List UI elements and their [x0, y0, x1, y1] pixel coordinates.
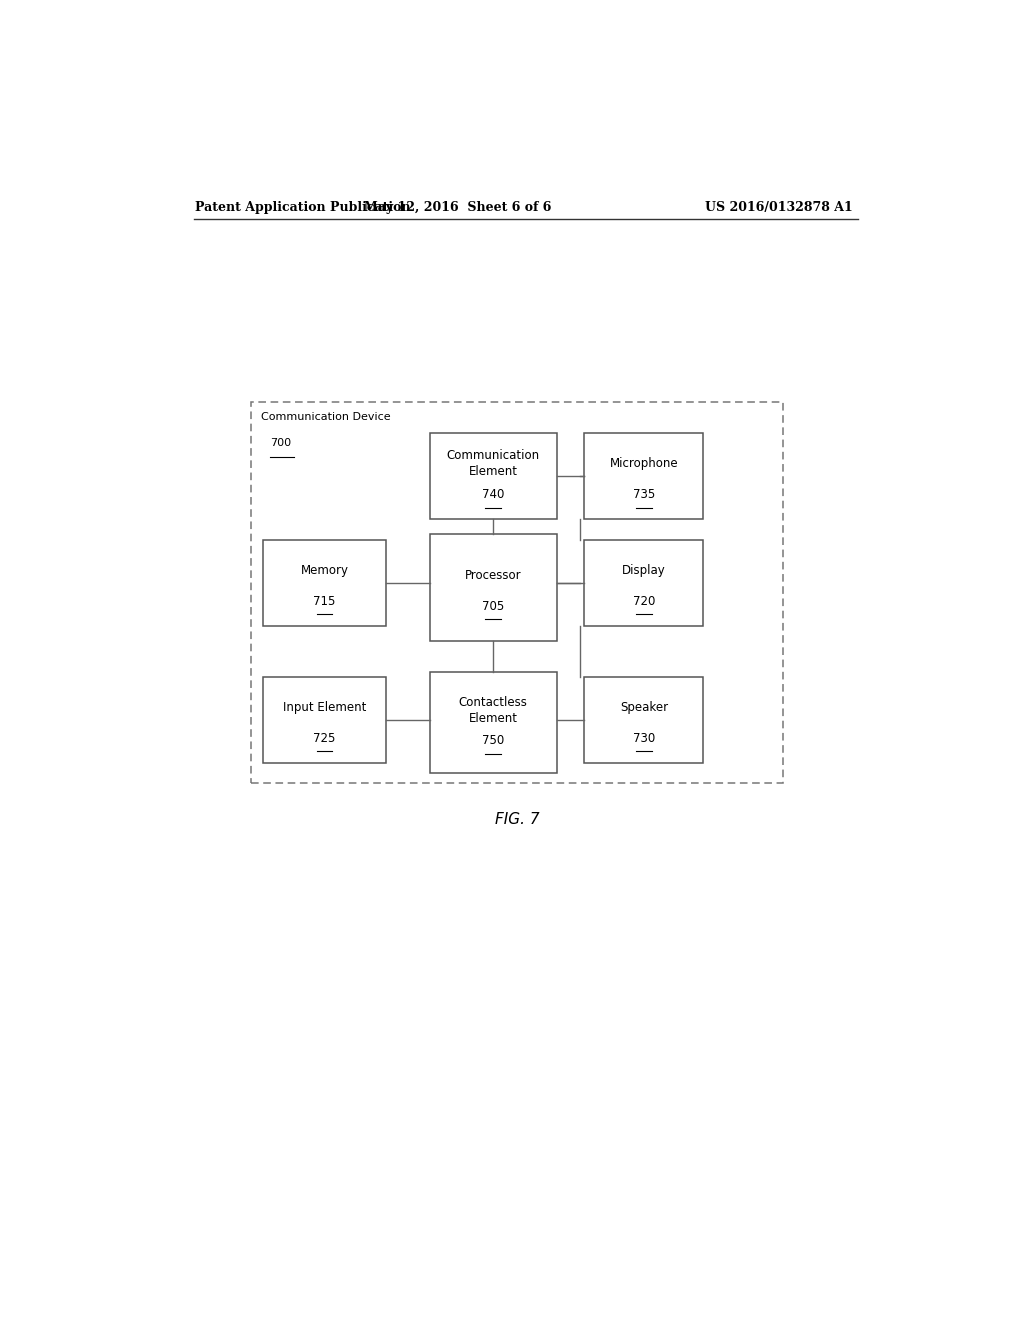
Text: FIG. 7: FIG. 7: [495, 812, 540, 826]
Text: 715: 715: [313, 594, 336, 607]
Bar: [430, 535, 557, 642]
Text: 730: 730: [633, 731, 655, 744]
Text: 740: 740: [482, 488, 504, 500]
Text: Communication Device: Communication Device: [260, 412, 390, 422]
Text: Memory: Memory: [300, 564, 348, 577]
Text: Speaker: Speaker: [620, 701, 668, 714]
Text: Element: Element: [469, 466, 517, 478]
Bar: [585, 677, 703, 763]
Text: 750: 750: [482, 734, 504, 747]
Bar: [585, 433, 703, 519]
Text: 720: 720: [633, 594, 655, 607]
Text: Contactless: Contactless: [459, 696, 527, 709]
Text: Communication: Communication: [446, 449, 540, 462]
Text: Element: Element: [469, 711, 517, 725]
Text: Display: Display: [622, 564, 666, 577]
Text: Processor: Processor: [465, 569, 521, 582]
Bar: [430, 433, 557, 519]
Bar: [263, 540, 386, 626]
Bar: [430, 672, 557, 774]
Text: Input Element: Input Element: [283, 701, 367, 714]
Text: 725: 725: [313, 731, 336, 744]
Text: 700: 700: [270, 438, 291, 447]
Text: 705: 705: [482, 599, 504, 612]
Text: 735: 735: [633, 488, 655, 500]
Text: US 2016/0132878 A1: US 2016/0132878 A1: [705, 201, 853, 214]
Bar: [251, 403, 782, 784]
Text: Patent Application Publication: Patent Application Publication: [196, 201, 411, 214]
Bar: [263, 677, 386, 763]
Text: Microphone: Microphone: [609, 457, 678, 470]
Bar: [585, 540, 703, 626]
Text: May 12, 2016  Sheet 6 of 6: May 12, 2016 Sheet 6 of 6: [364, 201, 551, 214]
